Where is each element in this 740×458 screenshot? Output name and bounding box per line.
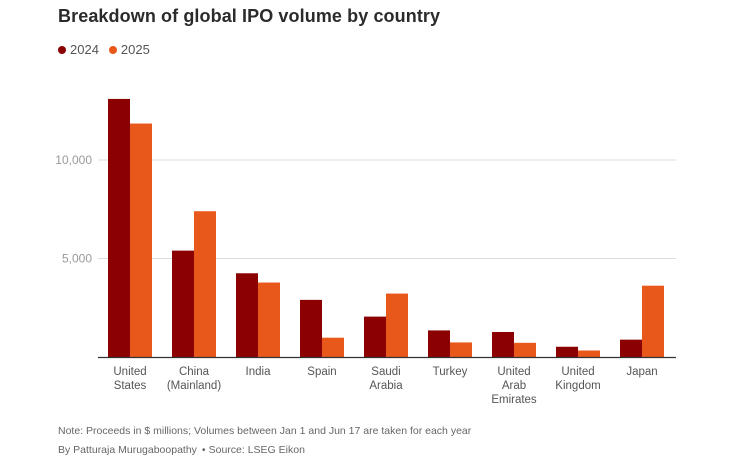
y-tick-label: 5,000 xyxy=(62,252,92,266)
bar-2024 xyxy=(108,98,130,358)
legend-item-2024: 2024 xyxy=(58,42,99,57)
source-credit: Source: LSEG Eikon xyxy=(208,444,305,456)
legend-label-2024: 2024 xyxy=(70,42,99,57)
legend-swatch-2025 xyxy=(108,45,117,54)
bar-2024 xyxy=(556,346,578,357)
x-tick-label: Turkey xyxy=(433,366,468,378)
bar-2025 xyxy=(514,342,536,357)
bar-2024 xyxy=(172,250,194,357)
bar-2024 xyxy=(428,330,450,357)
bar-2025 xyxy=(578,350,600,357)
bar-2024 xyxy=(364,316,386,357)
chart-byline: By Patturaja Murugaboopathy • Source: LSEG… xyxy=(58,444,305,456)
x-tick-label: India xyxy=(246,366,272,378)
chart-title: Breakdown of global IPO volume by countr… xyxy=(58,6,441,26)
legend-swatch-2024 xyxy=(58,45,66,54)
x-tick-label: Japan xyxy=(626,366,657,378)
bar-2025 xyxy=(642,285,664,357)
bar-2025 xyxy=(322,337,344,357)
bar-2024 xyxy=(236,273,258,357)
chart-note: Note: Proceeds in $ millions; Volumes be… xyxy=(58,425,472,437)
bar-2025 xyxy=(450,342,472,357)
bar-2025 xyxy=(194,211,216,357)
x-tick-label: China (Mainland) xyxy=(167,366,221,392)
author-credit: By Patturaja Murugaboopathy xyxy=(58,444,197,456)
bar-2024 xyxy=(300,299,322,357)
bar-chart: 5,000 10,000 United States China (Mainland) In… xyxy=(55,98,676,406)
x-tick-label: Spain xyxy=(307,366,336,378)
y-tick-label: 10,000 xyxy=(55,153,92,167)
byline-separator: • xyxy=(201,444,206,456)
legend-label-2025: 2025 xyxy=(120,42,150,57)
x-tick-label: United Kingdom xyxy=(555,366,600,392)
bar-2025 xyxy=(258,282,280,357)
bar-2024 xyxy=(620,339,642,357)
bar-2024 xyxy=(492,331,514,357)
legend-item-2025: 2025 xyxy=(108,42,150,57)
bar-2025 xyxy=(130,123,152,358)
bar-2025 xyxy=(386,293,408,357)
legend: 2024 2025 xyxy=(58,42,160,57)
x-tick-label: Saudi Arabia xyxy=(369,366,403,392)
x-tick-label: United Arab Emirates xyxy=(491,366,537,406)
x-tick-label: United States xyxy=(113,366,146,392)
